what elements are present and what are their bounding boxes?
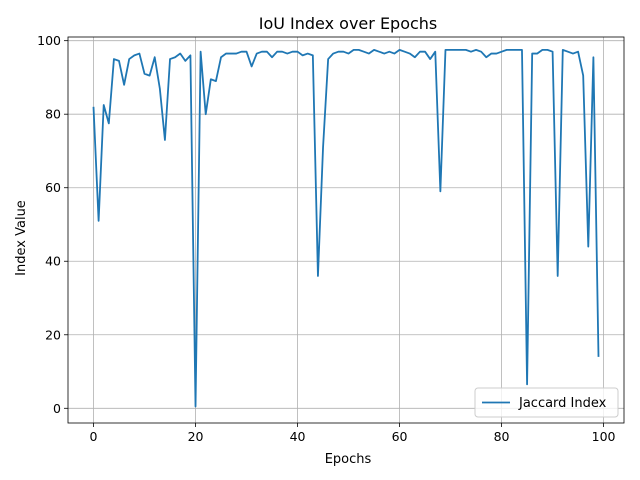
legend-label: Jaccard Index: [518, 396, 607, 411]
y-tick-label: 80: [45, 107, 61, 122]
y-axis-label: Index Value: [14, 200, 29, 276]
series-layer: [92, 48, 600, 408]
y-tick-label: 60: [45, 180, 61, 195]
plot-frame: [67, 36, 625, 424]
chart-title: IoU Index over Epochs: [259, 14, 438, 33]
x-tick-label: 100: [592, 429, 616, 444]
series-line-jaccard-index: [92, 48, 600, 408]
x-tick-label: 0: [90, 429, 98, 444]
y-tick-label: 0: [53, 401, 61, 416]
ticks: 0 20 40 60 80 100 0 20 40 60 80 100: [37, 33, 615, 444]
x-tick-label: 60: [392, 429, 408, 444]
x-axis-label: Epochs: [325, 452, 372, 467]
legend: Jaccard Index: [474, 387, 619, 418]
x-tick-label: 20: [188, 429, 204, 444]
y-tick-label: 100: [37, 33, 61, 48]
x-tick-label: 80: [494, 429, 510, 444]
y-tick-label: 40: [45, 254, 61, 269]
x-tick-label: 40: [290, 429, 306, 444]
legend-box: [474, 387, 619, 418]
y-tick-label: 20: [45, 327, 61, 342]
